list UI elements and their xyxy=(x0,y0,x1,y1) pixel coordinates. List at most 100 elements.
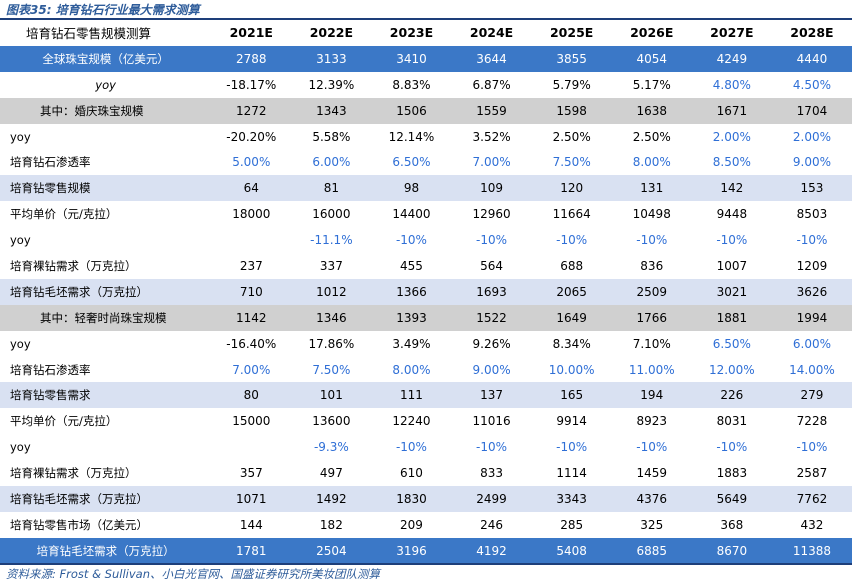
table-cell: 9.00% xyxy=(472,362,511,377)
table-cell: 4249 xyxy=(691,45,772,72)
table-cell: 6.00% xyxy=(792,336,831,351)
row-label: 平均单价（元/克拉） xyxy=(10,414,118,429)
table-cell: 1007 xyxy=(716,258,748,273)
table-cell: 14.00% xyxy=(789,362,835,377)
table-cell: 2504 xyxy=(291,537,372,564)
row-label: 培育钻零售市场（亿美元） xyxy=(10,517,148,532)
table-cell: 12.00% xyxy=(708,362,755,377)
row-label: yoy xyxy=(95,77,116,92)
row-label: 全球珠宝规模（亿美元） xyxy=(0,45,212,72)
table-cell: 1459 xyxy=(636,466,668,481)
row-label: 培育裸钻需求（万克拉） xyxy=(10,258,137,273)
figure-title: 图表35: 培育钻石行业最大需求测算 xyxy=(6,3,200,17)
table-cell: 3855 xyxy=(531,45,612,72)
year-header: 2024E xyxy=(469,25,514,41)
table-cell: 137 xyxy=(451,382,532,409)
table-cell: 8.83% xyxy=(392,77,431,92)
table-cell xyxy=(211,227,291,253)
table-cell: 4376 xyxy=(611,486,692,512)
table-cell: -10% xyxy=(636,233,668,248)
table-cell: 120 xyxy=(531,175,612,202)
table-cell: 246 xyxy=(480,517,504,532)
year-header: 2022E xyxy=(309,25,354,41)
table-cell: 11016 xyxy=(472,414,511,429)
table-cell: 11388 xyxy=(771,537,852,564)
year-header: 2025E xyxy=(549,25,594,41)
table-cell: 5.79% xyxy=(552,77,591,92)
table-row: yoy -11.1% -10% -10% -10% -10% -10% -10% xyxy=(0,227,852,253)
table-cell: 1012 xyxy=(291,278,372,305)
table-cell: 1559 xyxy=(451,97,532,124)
table-cell: 17.86% xyxy=(308,336,355,351)
table-row: yoy -9.3% -10% -10% -10% -10% -10% -10% xyxy=(0,434,852,460)
table-row: 培育钻零售规模 64 81 98 109 120 131 142 153 xyxy=(0,175,852,202)
table-row: 培育钻石渗透率 5.00% 6.00% 6.50% 7.00% 7.50% 8.00% 8.5… xyxy=(0,149,852,175)
row-label: 培育钻毛坯需求（万克拉） xyxy=(0,486,212,512)
table-row: 培育裸钻需求（万克拉） 357 497 610 833 1114 1459 1883 2587 xyxy=(0,460,852,486)
row-label: yoy xyxy=(10,440,31,455)
table-cell: 182 xyxy=(319,517,343,532)
table-cell: 111 xyxy=(371,382,452,409)
table-cell: 7.50% xyxy=(312,362,351,377)
table-cell: -10% xyxy=(556,440,588,455)
table-cell: 9.26% xyxy=(472,336,511,351)
table-cell: 1272 xyxy=(211,97,292,124)
table-cell: 1994 xyxy=(771,304,852,331)
table-cell: -10% xyxy=(395,440,427,455)
table-cell: 279 xyxy=(771,382,852,409)
table-cell: 1114 xyxy=(556,466,587,481)
table-cell: 2499 xyxy=(451,486,532,512)
table-cell: 1393 xyxy=(371,304,452,331)
header-row: 培育钻石零售规模测算 2021E 2022E 2023E 2024E 2025E… xyxy=(0,20,852,46)
table-cell: 9448 xyxy=(716,207,748,222)
table-cell: 6.87% xyxy=(472,77,511,92)
table-cell: 2509 xyxy=(611,278,692,305)
header-label: 培育钻石零售规模测算 xyxy=(26,26,152,42)
source-note: 资料来源: Frost & Sullivan、小白光官网、国盛证券研究所美妆团队… xyxy=(6,567,380,581)
table-cell: 1830 xyxy=(371,486,452,512)
table-row: yoy -16.40% 17.86% 3.49% 9.26% 8.34% 7.10% 6.50… xyxy=(0,331,852,357)
table-cell: 98 xyxy=(371,175,452,202)
table-cell: 2.00% xyxy=(712,129,751,144)
table-cell: 14400 xyxy=(392,207,431,222)
table-cell: 564 xyxy=(480,258,504,273)
table-cell: 8.34% xyxy=(552,336,591,351)
table-cell: 131 xyxy=(611,175,692,202)
table-cell: 12960 xyxy=(472,207,511,222)
table-cell: 2587 xyxy=(796,466,828,481)
table-cell: 1693 xyxy=(451,278,532,305)
table-cell: 2.00% xyxy=(792,129,831,144)
table-cell: 6.00% xyxy=(312,155,351,170)
table-cell: 1881 xyxy=(691,304,772,331)
table-cell: -10% xyxy=(556,233,588,248)
table-cell: 194 xyxy=(611,382,692,409)
table-cell: -10% xyxy=(716,233,748,248)
table-cell: 6.50% xyxy=(392,155,431,170)
year-header: 2023E xyxy=(389,25,434,41)
data-table: 培育钻石零售规模测算 2021E 2022E 2023E 2024E 2025E… xyxy=(0,20,852,564)
table-cell: -10% xyxy=(476,440,508,455)
table-cell: 3626 xyxy=(771,278,852,305)
table-cell: 6.50% xyxy=(712,336,751,351)
table-cell: 80 xyxy=(211,382,292,409)
table-cell: 11.00% xyxy=(628,362,675,377)
table-cell: -10% xyxy=(636,440,668,455)
table-cell: 4192 xyxy=(451,537,532,564)
table-cell: 1492 xyxy=(291,486,372,512)
table-cell: 610 xyxy=(400,466,423,481)
table-row: 培育钻毛坯需求（万克拉） 1071 1492 1830 2499 3343 4376 5649… xyxy=(0,486,852,512)
table-cell: 688 xyxy=(560,258,584,273)
table-cell: -11.1% xyxy=(310,233,353,248)
table-cell: -10% xyxy=(796,233,828,248)
table-cell: 2788 xyxy=(211,45,292,72)
table-cell: 237 xyxy=(239,258,263,273)
table-cell: 144 xyxy=(239,517,263,532)
table-row: yoy -20.20% 5.58% 12.14% 3.52% 2.50% 2.50% 2.00… xyxy=(0,124,852,150)
table-cell: 8.00% xyxy=(392,362,431,377)
table-cell: 1704 xyxy=(771,97,852,124)
table-cell: 285 xyxy=(560,517,584,532)
table-cell: 8670 xyxy=(691,537,772,564)
table-cell: 9914 xyxy=(556,414,587,429)
table-cell: 3343 xyxy=(531,486,612,512)
table-cell: 1343 xyxy=(291,97,372,124)
